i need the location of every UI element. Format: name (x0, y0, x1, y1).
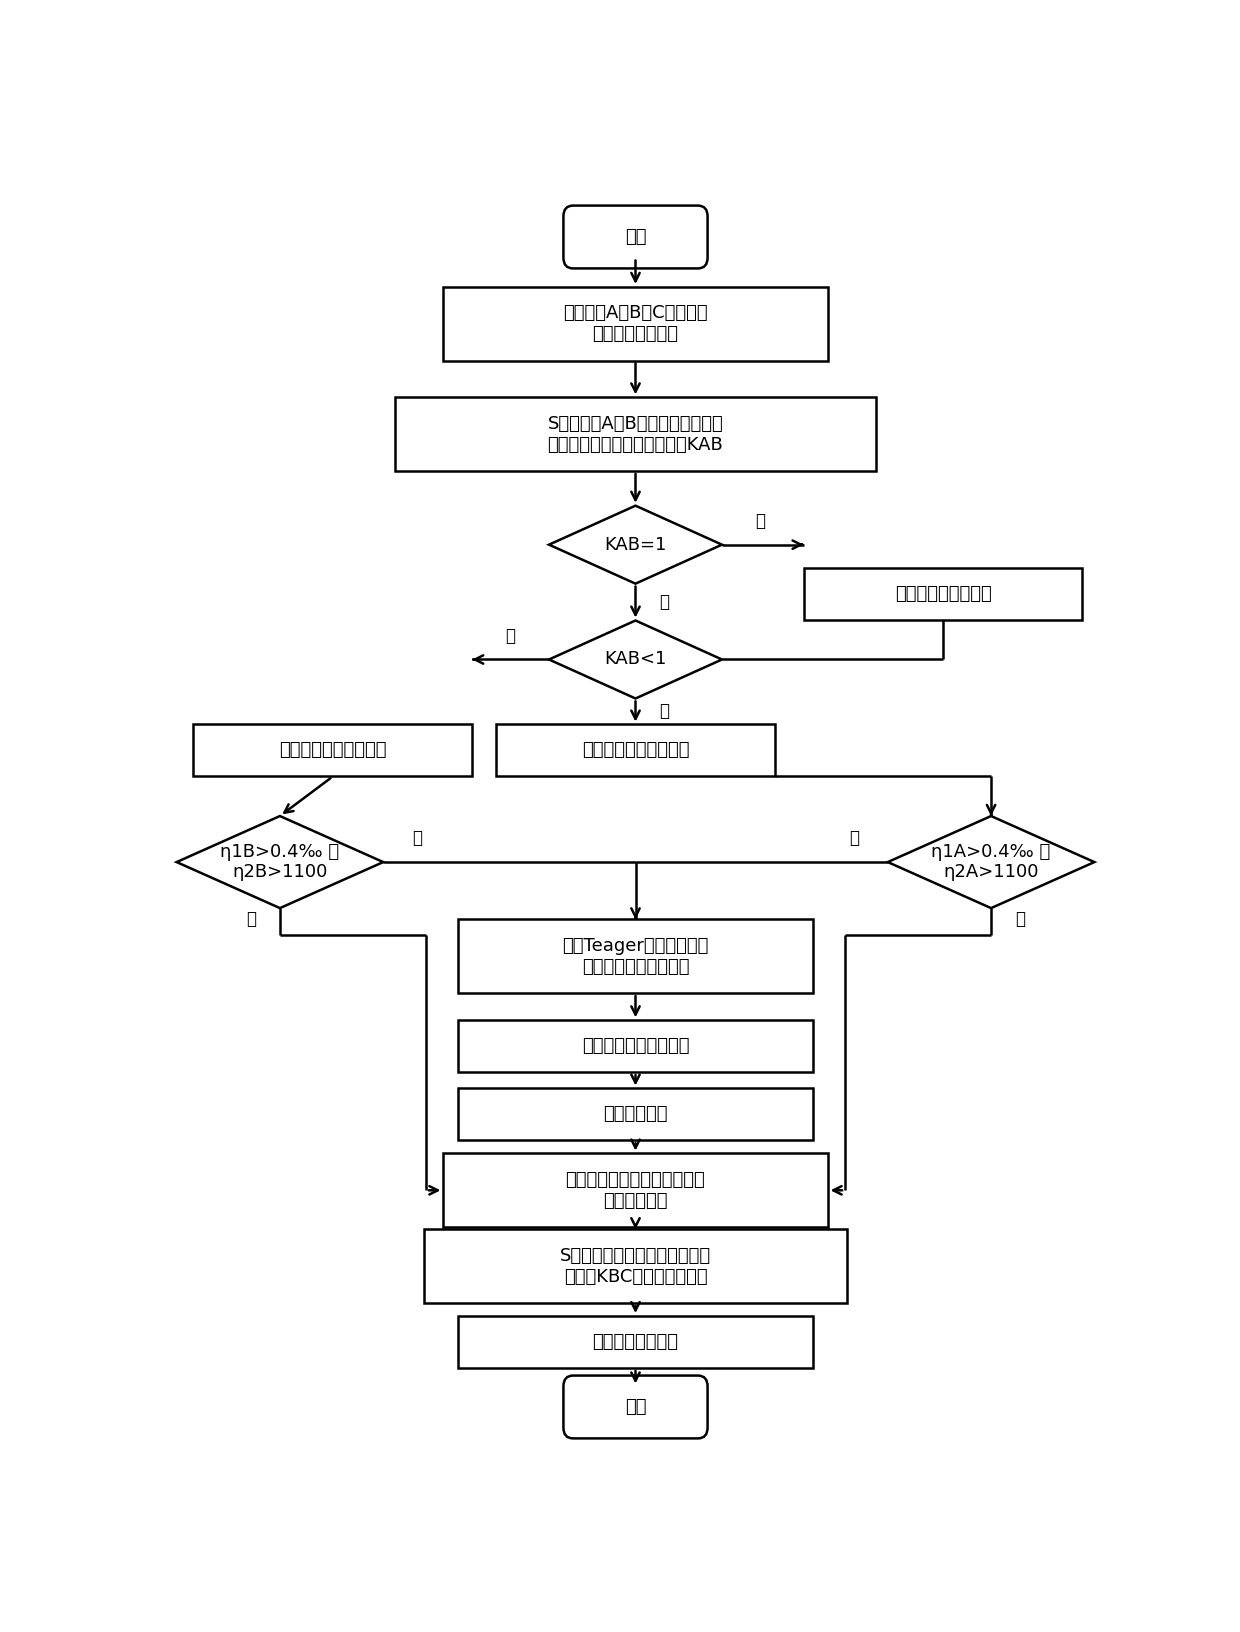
Text: 否: 否 (660, 702, 670, 720)
Bar (396, 397, 875, 472)
Bar (424, 1229, 847, 1302)
Text: 是: 是 (849, 829, 859, 847)
Bar (458, 1020, 813, 1072)
Text: 是: 是 (506, 627, 516, 645)
Text: 利用变数据窗扫频法确定多个
合适频率分量: 利用变数据窗扫频法确定多个 合适频率分量 (565, 1170, 706, 1209)
Text: 否: 否 (1014, 911, 1025, 929)
Polygon shape (549, 620, 722, 698)
Text: 获取线路A、B、C点线模电
压行波首波头信号: 获取线路A、B、C点线模电 压行波首波头信号 (563, 304, 708, 343)
Text: 故障发生在线路后半段: 故障发生在线路后半段 (279, 741, 387, 759)
Polygon shape (888, 816, 1095, 907)
Text: 开始: 开始 (625, 228, 646, 246)
Bar (458, 1315, 813, 1368)
FancyBboxPatch shape (563, 206, 708, 268)
Polygon shape (176, 816, 383, 907)
Text: 否: 否 (246, 911, 257, 929)
Polygon shape (549, 506, 722, 584)
Text: KAB<1: KAB<1 (604, 651, 667, 669)
Bar (804, 568, 1083, 620)
Bar (193, 725, 472, 777)
Text: 否: 否 (660, 592, 670, 610)
Text: η1B>0.4‰ 且
η2B>1100: η1B>0.4‰ 且 η2B>1100 (221, 842, 340, 881)
Text: 是: 是 (755, 512, 765, 530)
Text: 是: 是 (412, 829, 422, 847)
Bar (444, 1154, 828, 1227)
Text: 利用Teager能量算子法确
定前两个波头到达时间: 利用Teager能量算子法确 定前两个波头到达时间 (562, 937, 709, 976)
Bar (444, 287, 828, 361)
Bar (458, 1089, 813, 1141)
Text: η1A>0.4‰ 且
η2A>1100: η1A>0.4‰ 且 η2A>1100 (931, 842, 1050, 881)
Text: 故障发生在线路中点: 故障发生在线路中点 (894, 586, 992, 604)
Text: 故障发生在线路前半段: 故障发生在线路前半段 (582, 741, 689, 759)
Text: 带入单端行波测距公式: 带入单端行波测距公式 (582, 1038, 689, 1056)
Text: 结束: 结束 (625, 1399, 646, 1417)
Bar (496, 725, 775, 777)
Text: S变换计算A、B点线模电压行波首
波头信号单一高频分量幅值比KAB: S变换计算A、B点线模电压行波首 波头信号单一高频分量幅值比KAB (548, 415, 723, 454)
Text: 实际故障距离: 实际故障距离 (603, 1105, 668, 1123)
FancyBboxPatch shape (563, 1376, 708, 1438)
Text: S变换求取多个合适频率分量的
幅值比KBC并分别带入公式: S变换求取多个合适频率分量的 幅值比KBC并分别带入公式 (560, 1247, 711, 1286)
Text: 求取计算结果均值: 求取计算结果均值 (593, 1333, 678, 1351)
Bar (458, 919, 813, 994)
Text: KAB=1: KAB=1 (604, 535, 667, 553)
